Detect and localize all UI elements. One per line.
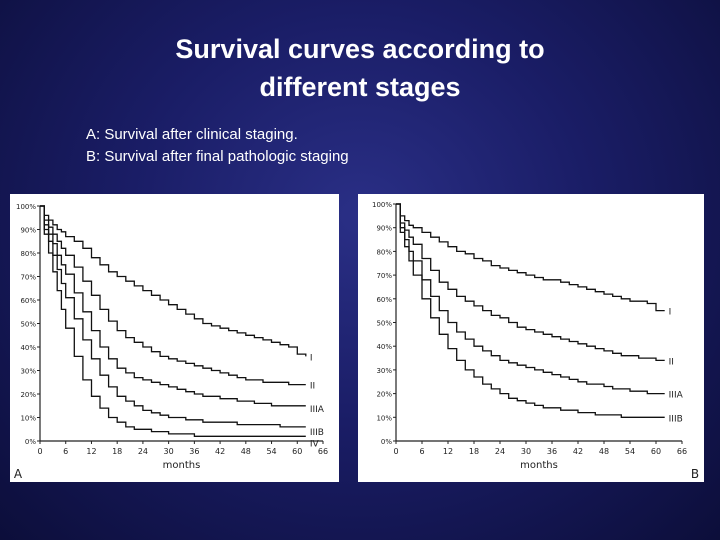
chart0-y-tick-label: 90% bbox=[20, 227, 36, 235]
chart0-series-iv-line bbox=[40, 205, 306, 437]
chart1-series-iiia-line bbox=[396, 203, 665, 395]
chart0-series-iiia-label: IIIA bbox=[310, 405, 325, 415]
chart0-x-axis-label: months bbox=[163, 460, 201, 471]
chart0-series-i-label: I bbox=[310, 353, 313, 363]
chart1-y-tick-label: 20% bbox=[376, 391, 392, 399]
chart0-x-tick-label: 0 bbox=[37, 447, 42, 456]
chart1-y-tick-label: 40% bbox=[376, 343, 392, 351]
chart1-series-iiib-line bbox=[396, 203, 665, 418]
chart0-x-tick-label: 54 bbox=[266, 447, 276, 456]
chart0-series-iiib-label: IIIB bbox=[310, 428, 324, 438]
chart0-x-tick-label: 6 bbox=[63, 447, 68, 456]
chart1-y-tick-label: 70% bbox=[376, 272, 392, 280]
chart0-x-tick-label: 12 bbox=[86, 447, 96, 456]
chart0-x-tick-label: 42 bbox=[215, 447, 225, 456]
chart1-y-tick-label: 0% bbox=[381, 438, 392, 446]
chart1-series-i-line bbox=[396, 203, 665, 312]
chart1-x-tick-label: 48 bbox=[599, 447, 609, 456]
chart1-series-i-label: I bbox=[669, 308, 672, 318]
captions: A: Survival after clinical staging. B: S… bbox=[86, 124, 349, 168]
chart1-x-tick-label: 0 bbox=[393, 447, 398, 456]
chart0-x-tick-label: 18 bbox=[112, 447, 122, 456]
chart1-series-ii-line bbox=[396, 203, 665, 362]
chart1-series-iiia-label: IIIA bbox=[669, 391, 684, 401]
chart0-y-tick-label: 50% bbox=[20, 321, 36, 329]
chart1-y-tick-label: 100% bbox=[372, 201, 392, 209]
chart0-y-tick-label: 20% bbox=[20, 391, 36, 399]
chart1-x-tick-label: 60 bbox=[651, 447, 661, 456]
chart0-x-tick-label: 66 bbox=[318, 447, 328, 456]
chart1-panel-label: B bbox=[691, 467, 699, 481]
chart1-x-axis-label: months bbox=[520, 460, 558, 471]
chart1-y-tick-label: 10% bbox=[376, 414, 392, 422]
chart0-y-tick-label: 30% bbox=[20, 368, 36, 376]
chart1-series-iiib-label: IIIB bbox=[669, 414, 683, 424]
chart0-y-tick-label: 100% bbox=[16, 203, 36, 211]
survival-chart-b: 0% 10% 20% 30% 40% 50% 60% 70% 80% 90% 100% 0 6 12 18 2… bbox=[372, 201, 699, 481]
chart1-x-tick-label: 18 bbox=[469, 447, 479, 456]
chart0-x-tick-label: 24 bbox=[138, 447, 148, 456]
chart1-x-tick-label: 36 bbox=[547, 447, 557, 456]
chart0-y-tick-label: 70% bbox=[20, 274, 36, 282]
chart1-y-tick-label: 60% bbox=[376, 296, 392, 304]
chart-panel-b: 0% 10% 20% 30% 40% 50% 60% 70% 80% 90% 100% 0 6 12 18 2… bbox=[358, 194, 704, 482]
survival-chart-a: 0% 10% 20% 30% 40% 50% 60% 70% 80% 90% 100% 0 6 12 18 2… bbox=[14, 203, 328, 481]
chart0-x-tick-label: 60 bbox=[292, 447, 302, 456]
chart1-x-tick-label: 6 bbox=[419, 447, 424, 456]
chart1-x-tick-label: 12 bbox=[443, 447, 453, 456]
chart-panel-a: 0% 10% 20% 30% 40% 50% 60% 70% 80% 90% 100% 0 6 12 18 2… bbox=[10, 194, 339, 482]
chart0-series-iiia-line bbox=[40, 205, 306, 407]
chart0-series-i-line bbox=[40, 205, 307, 357]
chart0-series-ii-line bbox=[40, 205, 306, 386]
title-line-2: different stages bbox=[259, 72, 461, 102]
chart0-x-tick-label: 30 bbox=[164, 447, 174, 456]
chart0-series-iiib-line bbox=[40, 205, 306, 428]
chart0-y-tick-label: 60% bbox=[20, 297, 36, 305]
chart1-x-tick-label: 30 bbox=[521, 447, 531, 456]
chart1-y-tick-label: 90% bbox=[376, 225, 392, 233]
chart1-x-tick-label: 54 bbox=[625, 447, 635, 456]
chart0-y-tick-label: 0% bbox=[25, 438, 36, 446]
chart1-x-tick-label: 42 bbox=[573, 447, 583, 456]
caption-b: B: Survival after final pathologic stagi… bbox=[86, 148, 349, 165]
title-line-1: Survival curves according to bbox=[175, 34, 545, 64]
chart0-y-tick-label: 80% bbox=[20, 250, 36, 258]
chart0-x-tick-label: 48 bbox=[241, 447, 251, 456]
chart0-y-tick-label: 40% bbox=[20, 344, 36, 352]
chart0-x-tick-label: 36 bbox=[189, 447, 199, 456]
chart1-x-tick-label: 66 bbox=[677, 447, 687, 456]
chart0-y-tick-label: 10% bbox=[20, 415, 36, 423]
chart0-panel-label: A bbox=[14, 467, 23, 481]
chart1-x-tick-label: 24 bbox=[495, 447, 505, 456]
chart1-series-ii-label: II bbox=[669, 357, 674, 367]
caption-a: A: Survival after clinical staging. bbox=[86, 126, 298, 143]
chart0-series-iv-label: IV bbox=[310, 439, 320, 449]
chart1-y-tick-label: 50% bbox=[376, 320, 392, 328]
chart1-y-tick-label: 80% bbox=[376, 248, 392, 256]
chart0-series-ii-label: II bbox=[310, 382, 315, 392]
chart1-y-tick-label: 30% bbox=[376, 367, 392, 375]
slide-title: Survival curves according to different s… bbox=[0, 30, 720, 106]
